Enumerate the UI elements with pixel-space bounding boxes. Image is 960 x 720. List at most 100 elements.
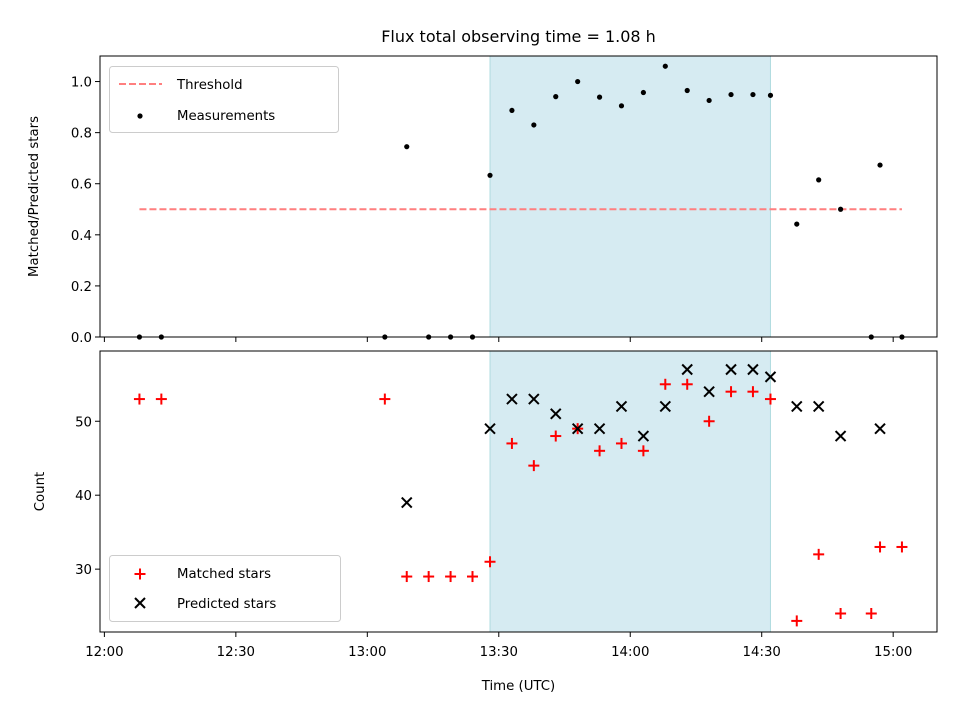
matched-star-point <box>835 608 847 620</box>
measurement-point <box>618 103 625 109</box>
bottom-xtick-label: 14:00 <box>611 645 649 660</box>
predicted-marker-b <box>571 422 584 435</box>
matched-star-point <box>637 445 649 457</box>
bottom-xtick-label: 12:30 <box>217 645 255 660</box>
matched-star-point <box>466 571 478 583</box>
matched-star-point <box>550 430 562 442</box>
predicted-marker-b <box>791 400 803 413</box>
top-ytick-label: 0.8 <box>71 127 92 142</box>
measurement-point <box>684 87 690 94</box>
matched-star-point <box>747 386 759 398</box>
predicted-marker-b <box>725 363 737 376</box>
predicted-marker-b <box>747 363 759 376</box>
predicted-star-point <box>593 422 606 435</box>
measurement-point <box>404 144 410 150</box>
measurement-point <box>509 107 515 114</box>
predicted-marker-b <box>401 496 413 509</box>
predicted-star-point <box>528 393 540 405</box>
predicted-marker-b <box>615 400 628 413</box>
bottom-y-ticks: 30 40 50 <box>75 415 100 578</box>
matched-star-point <box>681 378 693 390</box>
bottom-xtick-label: 15:00 <box>874 645 912 660</box>
legend-matched-swatch <box>134 568 146 580</box>
measurement-point <box>816 177 822 183</box>
predicted-marker-b <box>764 371 777 383</box>
predicted-marker-b <box>506 393 518 405</box>
predicted-marker-b <box>528 393 540 405</box>
top-ytick-label: 0.6 <box>71 178 92 193</box>
matched-star-point <box>506 437 518 449</box>
top-legend: Threshold Measurements <box>109 66 339 133</box>
x-axis-label: Time (UTC) <box>481 679 556 694</box>
measurement-point <box>531 122 537 128</box>
measurement-point <box>575 78 581 85</box>
top-ytick-label: 0.4 <box>71 229 92 244</box>
matched-star-point <box>813 548 825 560</box>
predicted-star-point <box>812 400 825 413</box>
count-points <box>133 363 908 627</box>
bottom-legend: Matched stars Predicted stars <box>109 555 341 622</box>
measurement-point <box>877 162 883 168</box>
predicted-star-point <box>550 408 562 420</box>
predicted-marker-b <box>593 422 606 435</box>
predicted-marker-b <box>659 400 672 413</box>
top-highlight-span <box>489 55 771 338</box>
matched-star-point <box>865 608 877 620</box>
bottom-x-ticks: 12:00 12:30 13:00 13:30 14:00 14:30 15:00 <box>85 632 912 660</box>
bottom-y-axis-label: Count <box>33 472 48 512</box>
bottom-highlight-span <box>489 350 771 633</box>
measurement-point <box>794 221 800 227</box>
matched-star-point <box>379 393 391 405</box>
predicted-star-point <box>506 393 518 405</box>
matched-star-point <box>874 541 886 553</box>
matched-star-point <box>528 460 540 472</box>
measurement-points <box>136 63 905 340</box>
matched-star-point <box>725 386 737 398</box>
top-ytick-label: 0.0 <box>71 331 92 346</box>
top-y-ticks: 0.0 0.2 0.4 0.6 0.8 1.0 <box>71 76 100 346</box>
matched-star-point <box>896 541 908 553</box>
measurement-point <box>487 172 493 178</box>
top-legend-box <box>109 66 339 133</box>
measurement-point <box>596 94 603 100</box>
top-ytick-label: 0.2 <box>71 280 92 295</box>
predicted-star-point <box>637 430 650 442</box>
measurement-point <box>767 92 774 98</box>
legend-predicted-label: Predicted stars <box>177 597 276 612</box>
bottom-legend-box <box>109 555 341 622</box>
measurement-point <box>640 89 646 96</box>
predicted-star-point <box>571 422 584 435</box>
matched-star-point <box>594 445 606 457</box>
predicted-marker-b <box>812 400 825 413</box>
top-panel: 0.0 0.2 0.4 0.6 0.8 1.0 Matched/Predicted sta… <box>27 55 938 346</box>
predicted-marker-b <box>834 430 847 442</box>
figure-title: Flux total observing time = 1.08 h <box>381 27 656 46</box>
matched-star-point <box>615 437 627 449</box>
legend-predicted-swatch <box>134 597 146 609</box>
predicted-marker-b <box>681 363 693 376</box>
matched-star-point <box>703 415 715 427</box>
predicted-star-point <box>764 371 777 383</box>
bottom-panel: 30 40 50 12:00 12:30 13:00 13:30 14:00 14:30 15:… <box>33 350 938 694</box>
legend-matched-label: Matched stars <box>177 567 271 582</box>
bottom-ytick-label: 30 <box>75 563 92 578</box>
predicted-marker-b <box>637 430 650 442</box>
measurement-point <box>553 94 559 100</box>
predicted-star-point <box>401 496 413 509</box>
top-y-axis-label: Matched/Predicted stars <box>27 116 42 277</box>
matched-star-point <box>155 393 167 405</box>
top-ytick-label: 1.0 <box>71 76 92 91</box>
bottom-ytick-label: 40 <box>75 489 92 504</box>
measurement-point <box>706 97 712 104</box>
measurement-point <box>662 63 668 69</box>
top-x-ticks <box>103 337 894 342</box>
matched-star-point <box>133 393 145 405</box>
top-axes-frame <box>99 55 938 338</box>
matched-star-point <box>659 378 671 390</box>
legend-threshold-label: Threshold <box>176 78 243 93</box>
predicted-star-point <box>484 422 496 435</box>
bottom-xtick-label: 14:30 <box>743 645 781 660</box>
predicted-star-point <box>834 430 847 442</box>
matched-star-point <box>401 571 413 583</box>
